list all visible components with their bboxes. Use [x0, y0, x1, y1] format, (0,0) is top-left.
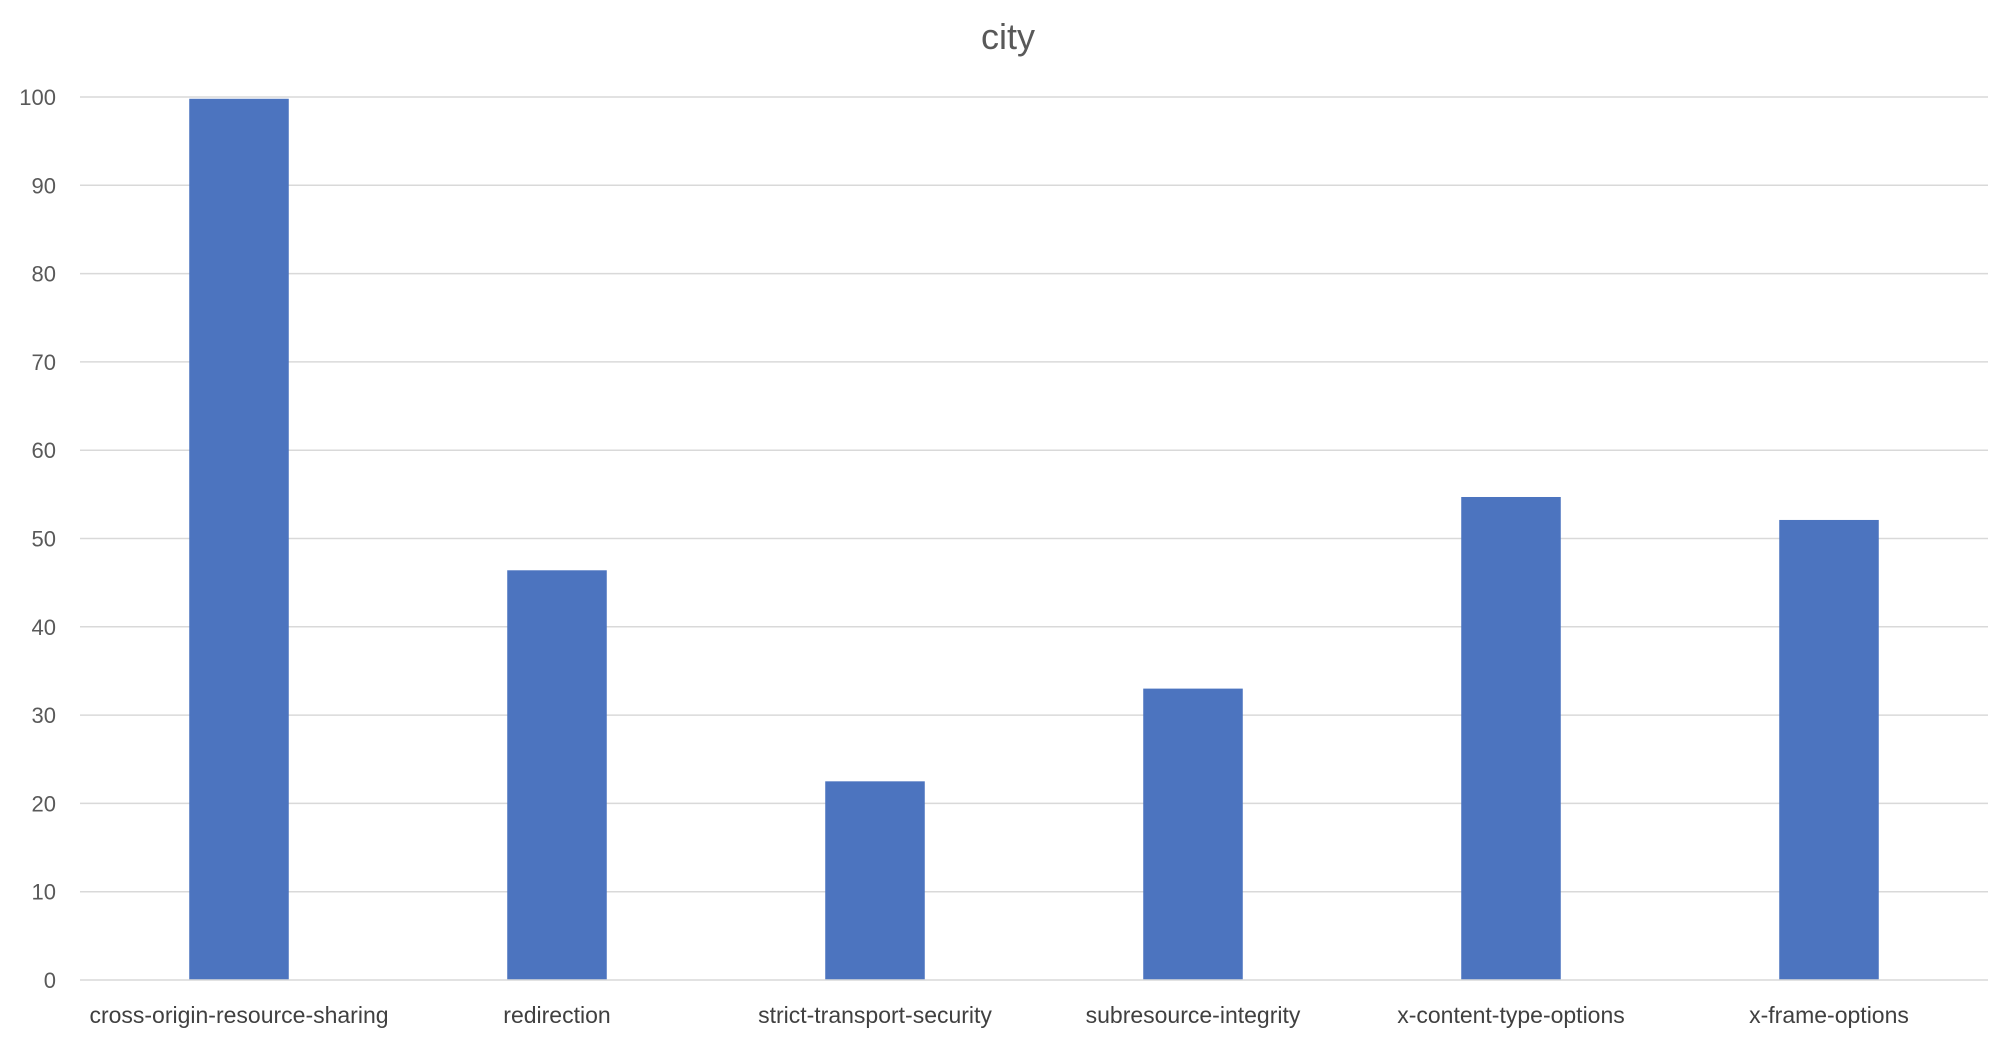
y-tick-label: 10: [32, 880, 56, 905]
x-tick-label: strict-transport-security: [758, 1002, 992, 1028]
bar-subresource-integrity: [1143, 688, 1243, 980]
y-tick-label: 0: [44, 968, 56, 993]
bar-strict-transport-security: [825, 781, 925, 980]
x-tick-label: redirection: [503, 1002, 610, 1028]
gridlines: [80, 96, 1988, 893]
x-tick-label: cross-origin-resource-sharing: [89, 1002, 388, 1028]
y-tick-label: 90: [32, 173, 56, 198]
y-tick-label: 70: [32, 350, 56, 375]
y-tick-label: 40: [32, 615, 56, 640]
y-tick-label: 20: [32, 791, 56, 816]
bar-x-content-type-options: [1461, 496, 1561, 980]
y-tick-label: 100: [19, 85, 56, 110]
y-tick-label: 50: [32, 527, 56, 552]
y-tick-label: 60: [32, 438, 56, 463]
chart-title: city: [981, 16, 1035, 57]
bar-x-frame-options: [1779, 519, 1879, 980]
bar-cross-origin-resource-sharing: [189, 98, 289, 981]
bars: [189, 98, 1879, 981]
y-tick-label: 30: [32, 703, 56, 728]
x-tick-label: subresource-integrity: [1086, 1002, 1301, 1028]
y-tick-label: 80: [32, 262, 56, 287]
x-tick-label: x-content-type-options: [1397, 1002, 1625, 1028]
x-axis: cross-origin-resource-sharing redirection…: [80, 979, 1988, 1028]
bar-redirection: [507, 570, 607, 980]
x-tick-label: x-frame-options: [1749, 1002, 1909, 1028]
y-axis: 0 10 20 30 40 50 60 70 80 90 100: [19, 85, 56, 993]
